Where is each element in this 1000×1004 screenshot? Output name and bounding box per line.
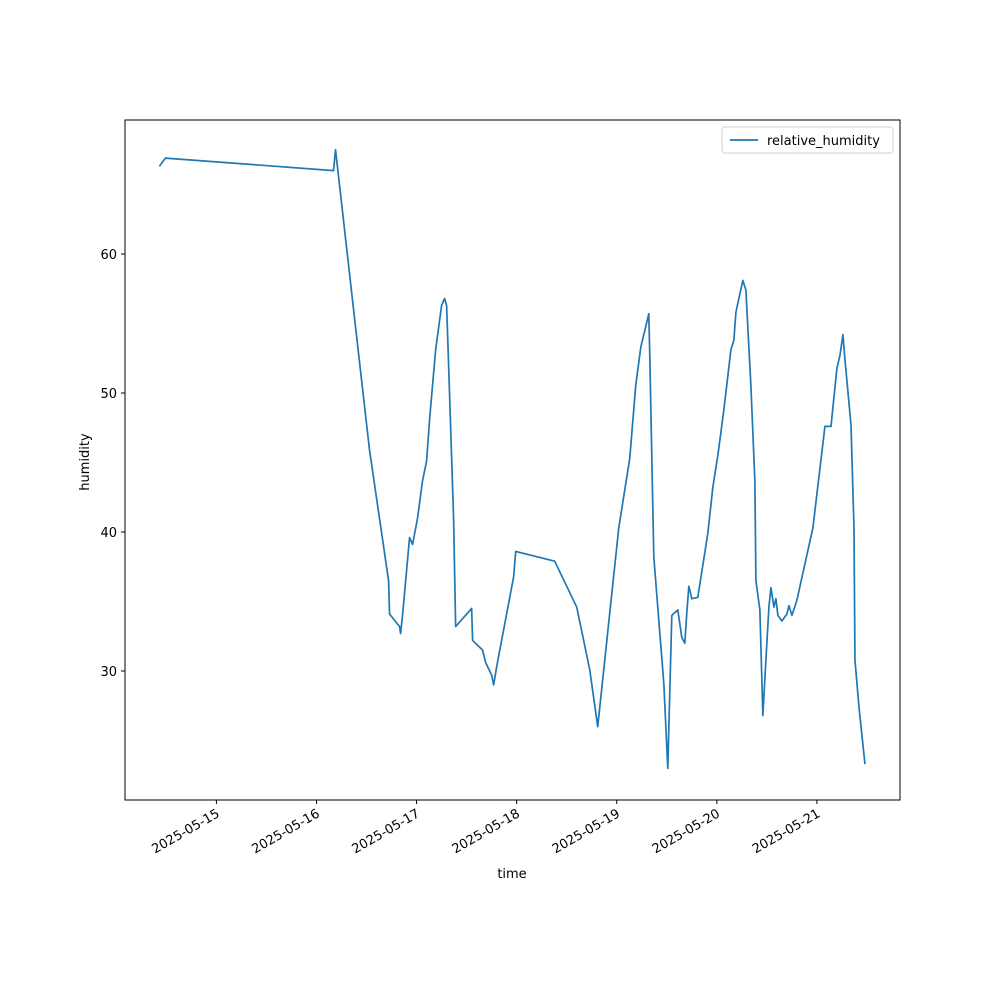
legend-label: relative_humidity — [767, 134, 880, 149]
y-tick-label: 40 — [100, 526, 117, 541]
x-axis-label: time — [497, 867, 526, 882]
plot-frame — [124, 119, 901, 801]
y-tick-label: 60 — [100, 248, 117, 263]
y-tick-label: 30 — [100, 665, 117, 680]
data-line — [158, 148, 866, 770]
y-axis-label: humidity — [78, 433, 93, 491]
legend-box — [721, 126, 894, 154]
y-tick-label: 50 — [100, 387, 117, 402]
